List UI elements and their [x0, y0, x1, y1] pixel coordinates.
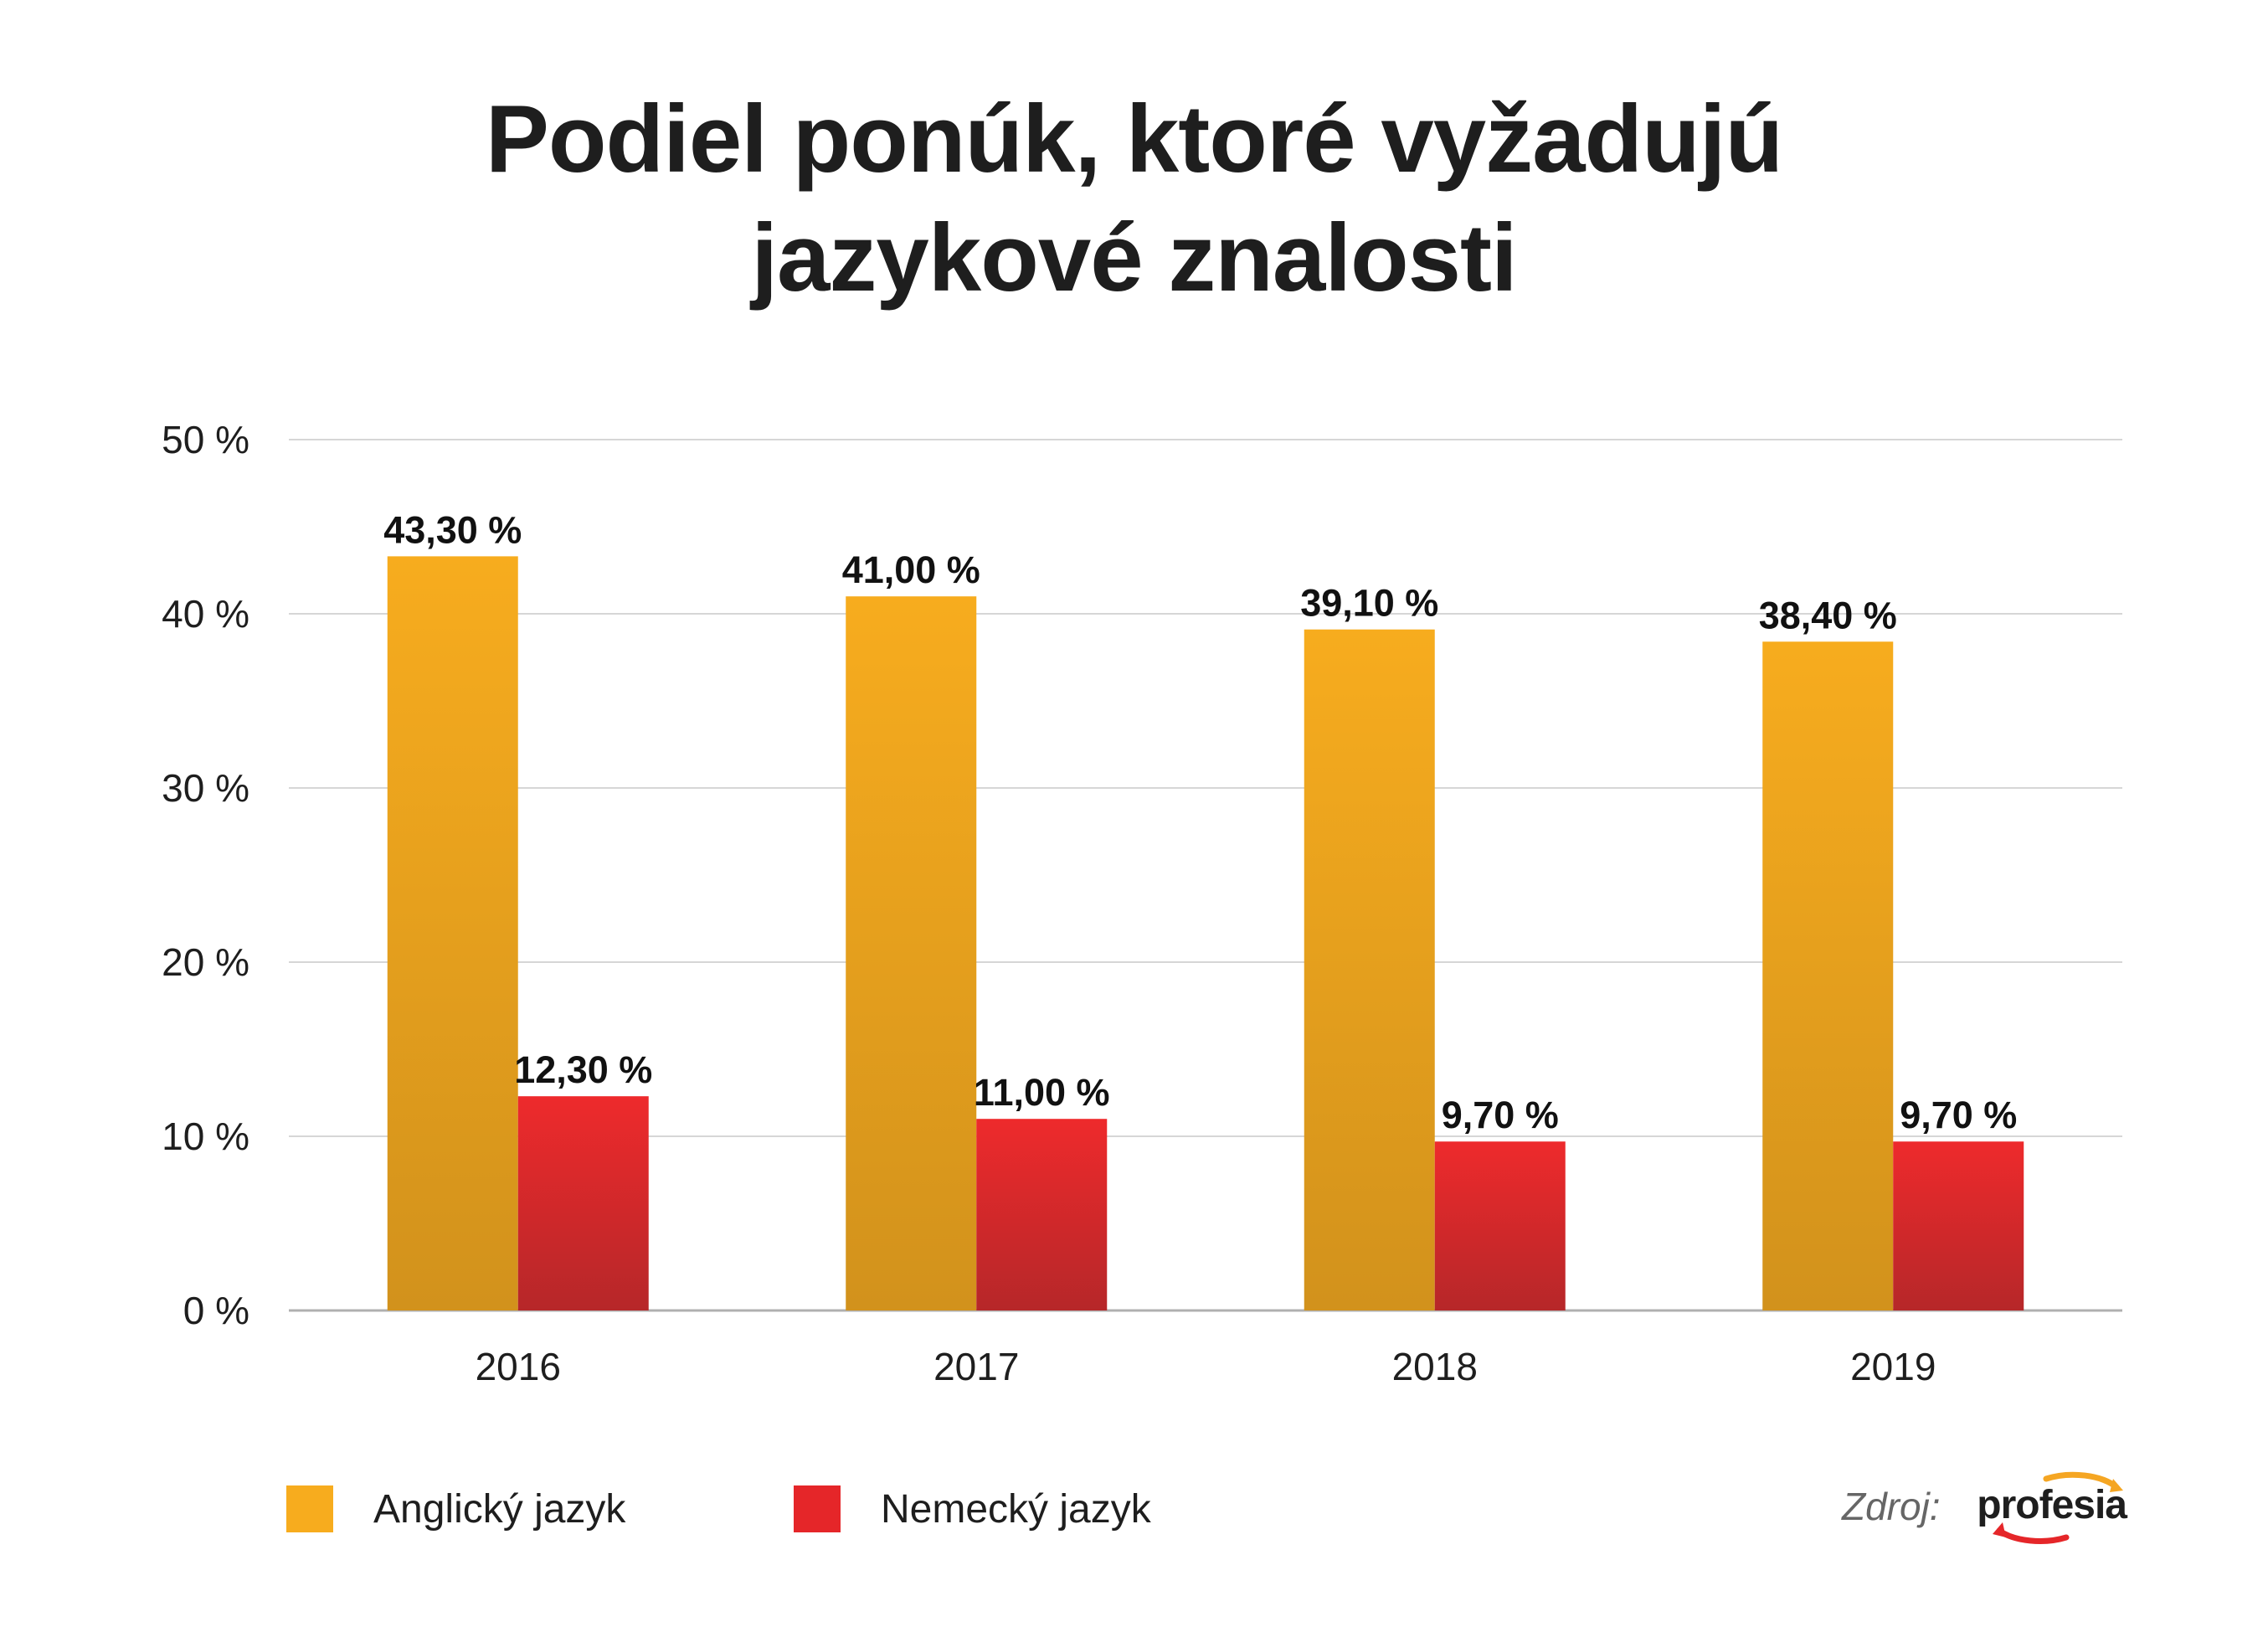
data-label-english-2016: 43,30 %: [383, 508, 522, 551]
bar-english-2017: [846, 596, 977, 1310]
x-tick-label: 2019: [1850, 1345, 1936, 1388]
legend-label-german: Nemecký jazyk: [881, 1486, 1151, 1532]
bar-german-2018: [1434, 1141, 1566, 1310]
chart-title-line-1: Podiel ponúk, ktoré vyžadujú: [485, 86, 1783, 193]
data-labels: 43,30 % 12,30 % 41,00 % 11,00 % 39,10 % 9,70 …: [383, 508, 2017, 1136]
legend-label-english: Anglický jazyk: [373, 1486, 626, 1532]
y-tick-label: 30 %: [162, 766, 249, 810]
y-tick-label: 50 %: [162, 418, 249, 461]
bar-german-2016: [517, 1096, 649, 1310]
y-axis-ticks: 0 % 10 % 20 % 30 % 40 % 50 %: [162, 418, 249, 1332]
profesia-logo: profesia: [1966, 1457, 2127, 1557]
source-credit: Zdroj: profesia: [1842, 1457, 2127, 1557]
bars: [387, 556, 2024, 1310]
data-label-german-2016: 12,30 %: [514, 1048, 652, 1091]
legend-item-english: Anglický jazyk: [286, 1482, 625, 1536]
x-tick-label: 2018: [1392, 1345, 1478, 1388]
y-tick-label: 10 %: [162, 1115, 249, 1158]
data-label-english-2019: 38,40 %: [1759, 594, 1897, 636]
chart-title-line-2: jazykové znalosti: [751, 205, 1517, 311]
bar-chart: 0 % 10 % 20 % 30 % 40 % 50 % 43,30 % 12,30 % 41…: [162, 418, 2122, 1388]
x-tick-label: 2016: [476, 1345, 561, 1388]
y-tick-label: 0 %: [183, 1289, 249, 1332]
bar-english-2016: [387, 556, 518, 1310]
x-tick-label: 2017: [933, 1345, 1019, 1388]
bar-english-2018: [1304, 629, 1435, 1310]
y-tick-label: 20 %: [162, 940, 249, 984]
bar-german-2019: [1893, 1141, 2024, 1310]
bar-german-2017: [976, 1119, 1108, 1310]
legend-swatch-german: [794, 1485, 841, 1532]
source-label: Zdroj:: [1842, 1485, 1941, 1528]
data-label-german-2017: 11,00 %: [974, 1071, 1110, 1114]
legend-item-german: Nemecký jazyk: [794, 1482, 1151, 1536]
bar-english-2019: [1762, 641, 1894, 1310]
profesia-logo-arcs: [1993, 1471, 2123, 1544]
x-axis-ticks: 2016 2017 2018 2019: [476, 1345, 1936, 1388]
data-label-english-2017: 41,00 %: [842, 548, 980, 591]
y-tick-label: 40 %: [162, 592, 249, 636]
data-label-english-2018: 39,10 %: [1300, 582, 1438, 625]
profesia-logo-text: profesia: [1977, 1483, 2127, 1527]
data-label-german-2019: 9,70 %: [1900, 1094, 2017, 1136]
legend-swatch-english: [286, 1485, 333, 1532]
data-label-german-2018: 9,70 %: [1442, 1094, 1559, 1136]
